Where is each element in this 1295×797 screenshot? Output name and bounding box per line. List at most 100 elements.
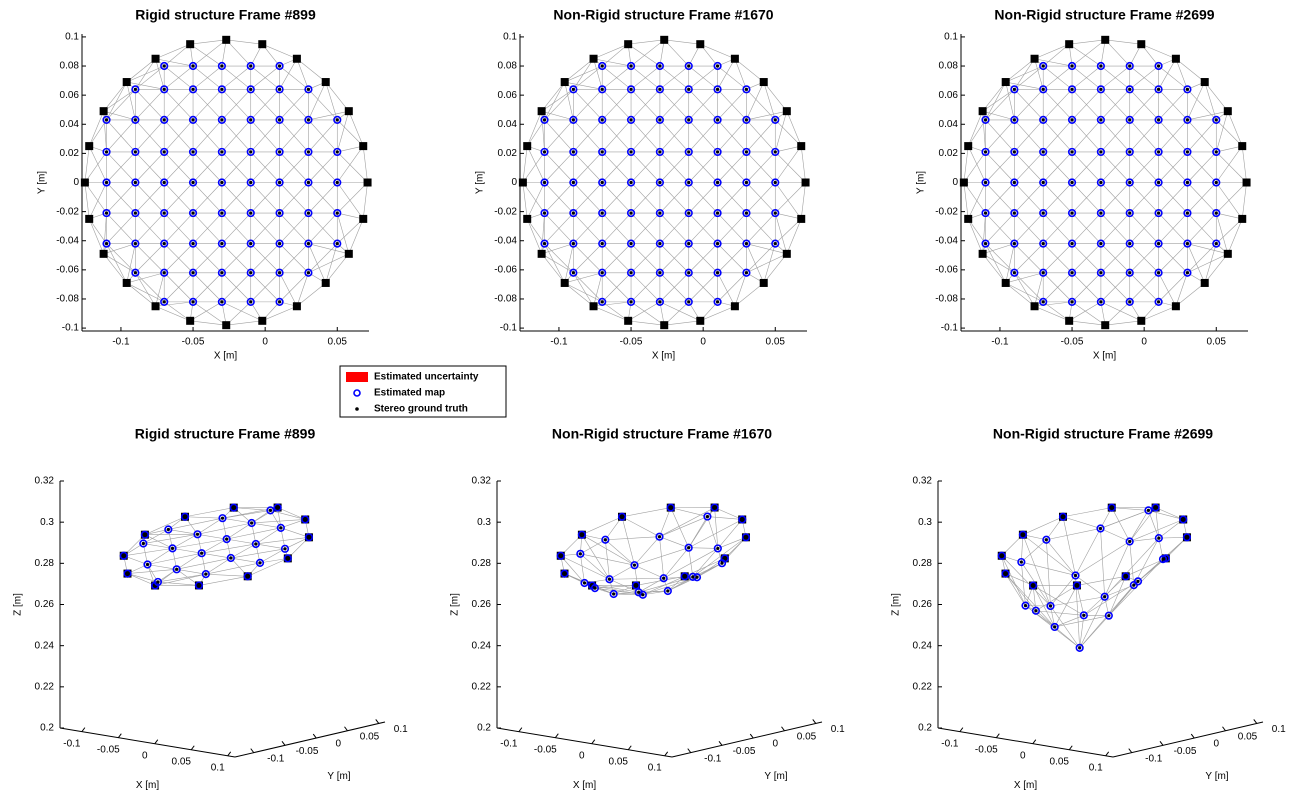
map-point xyxy=(742,208,751,218)
mesh-line xyxy=(296,58,326,83)
ground-truth-point xyxy=(773,242,777,246)
y-tick xyxy=(718,741,723,746)
ground-truth-point xyxy=(1156,150,1161,154)
ground-truth-point xyxy=(1073,573,1078,578)
mesh-line xyxy=(1042,243,1073,273)
map-point xyxy=(771,239,780,248)
map-point xyxy=(666,503,675,512)
ground-truth-point xyxy=(1012,211,1016,215)
mesh-line xyxy=(1187,110,1228,121)
map-point xyxy=(1154,239,1163,248)
ground-truth-point xyxy=(600,300,604,304)
mesh-line xyxy=(308,151,338,183)
ground-truth-point xyxy=(258,561,262,565)
mesh-line xyxy=(155,43,191,60)
map-point xyxy=(655,532,664,541)
ground-truth-point xyxy=(744,211,749,215)
mesh-line xyxy=(717,89,747,121)
mesh-line xyxy=(1025,605,1080,649)
map-point xyxy=(188,239,198,248)
map-point xyxy=(626,268,636,277)
map-point xyxy=(131,178,140,187)
map-point xyxy=(569,208,578,218)
ground-truth-point xyxy=(658,271,662,275)
mesh-line xyxy=(1071,151,1102,183)
mesh-line xyxy=(601,182,632,214)
map-point xyxy=(576,549,585,558)
y-tick-label: 0.02 xyxy=(939,148,959,159)
mesh-line xyxy=(630,212,661,244)
x-tick xyxy=(959,727,964,732)
ground-truth-point xyxy=(104,180,109,185)
boundary-point xyxy=(1107,503,1116,512)
z-tick-label: 0.24 xyxy=(35,640,55,651)
mesh-line xyxy=(126,282,156,307)
mesh-line xyxy=(155,301,194,307)
mesh-line xyxy=(627,43,661,67)
mesh-line xyxy=(1129,272,1159,303)
mesh-line xyxy=(88,111,104,147)
map-point xyxy=(1183,178,1192,187)
y-axis xyxy=(1112,721,1264,758)
mesh-line xyxy=(670,507,708,517)
mesh-line xyxy=(630,182,661,214)
map-point xyxy=(151,581,160,590)
map-point xyxy=(160,85,169,94)
mesh-line xyxy=(707,516,743,520)
map-point xyxy=(626,208,636,218)
mesh-line xyxy=(1187,151,1217,183)
mesh-line xyxy=(163,212,194,244)
y-axis-label: Y [m] xyxy=(327,771,350,782)
mesh-line xyxy=(601,243,632,273)
map-point xyxy=(598,178,607,187)
ground-truth-point xyxy=(744,150,749,154)
mesh-line xyxy=(251,522,281,529)
map-point xyxy=(217,85,226,94)
map-point xyxy=(119,551,128,560)
mesh-line xyxy=(717,182,747,214)
y-tick-label: -0.05 xyxy=(296,746,319,757)
map-point xyxy=(540,239,549,248)
y-tick-label: 0.06 xyxy=(60,90,80,101)
boundary-point xyxy=(759,278,768,287)
mesh-line xyxy=(126,81,165,90)
y-tick xyxy=(1190,733,1195,739)
x-tick-label: -0.1 xyxy=(941,738,959,749)
mesh-line xyxy=(106,119,136,153)
mesh-line xyxy=(1158,151,1188,183)
boundary-point xyxy=(181,512,189,521)
ground-truth-point xyxy=(571,87,575,91)
mesh-line xyxy=(688,507,715,548)
ground-truth-point xyxy=(600,150,604,154)
ground-truth-point xyxy=(1070,64,1074,68)
map-point xyxy=(160,208,169,218)
map-point xyxy=(1010,208,1019,218)
mesh-line xyxy=(1042,182,1073,214)
mesh-line xyxy=(746,182,776,214)
mesh-line xyxy=(982,110,1015,121)
boundary-point xyxy=(1101,321,1110,330)
mesh-line xyxy=(775,145,802,183)
ground-truth-point xyxy=(1012,271,1016,275)
mesh-line xyxy=(163,182,194,214)
ground-truth-point xyxy=(104,150,109,154)
boundary-point xyxy=(1101,35,1110,44)
mesh-line xyxy=(581,534,635,566)
mesh-line xyxy=(985,243,1015,273)
ground-truth-point xyxy=(104,242,109,246)
mesh-line xyxy=(1034,58,1044,90)
mesh-line xyxy=(1071,182,1102,214)
mesh-line xyxy=(663,547,689,579)
map-point xyxy=(1067,178,1077,187)
mesh-line xyxy=(580,539,606,555)
ground-truth-point xyxy=(1128,242,1132,246)
mesh-line xyxy=(746,243,765,284)
ground-truth-point xyxy=(249,64,253,68)
ground-truth-point xyxy=(600,211,604,215)
mesh-line xyxy=(337,182,368,214)
ground-truth-point xyxy=(744,242,749,246)
mesh-line xyxy=(734,272,747,307)
ground-truth-point xyxy=(191,242,195,246)
ground-truth-point xyxy=(306,211,311,215)
boundary-point xyxy=(85,214,94,223)
